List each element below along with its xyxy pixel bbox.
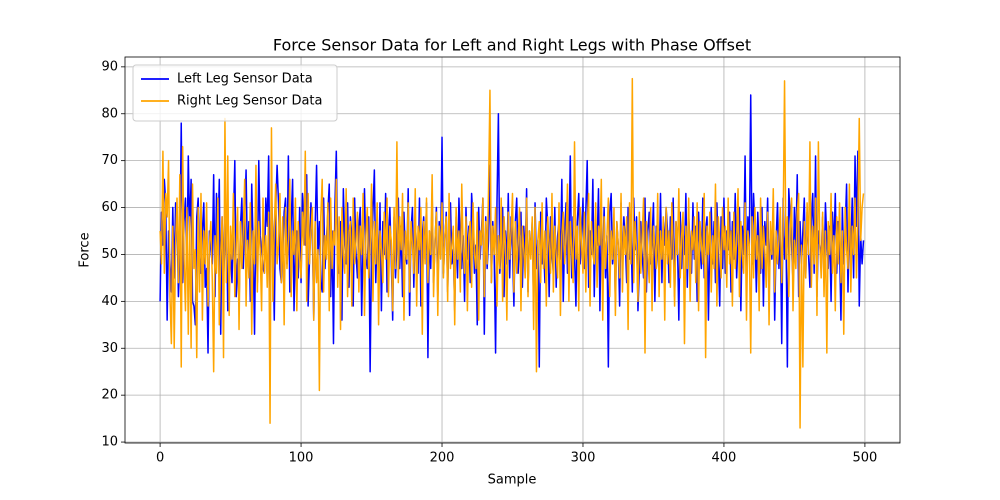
legend-label: Right Leg Sensor Data [177,94,323,109]
x-tick-label: 400 [712,451,737,466]
chart-title: Force Sensor Data for Left and Right Leg… [273,36,751,55]
legend-label: Left Leg Sensor Data [177,72,313,87]
y-tick-label: 70 [101,153,118,168]
series-line [159,94,865,373]
x-tick-label: 200 [430,451,455,466]
y-tick-label: 60 [101,200,118,215]
y-axis-label: Force [78,232,93,267]
legend-box [132,64,338,122]
y-tick-label: 30 [101,341,118,356]
series-line [159,77,865,429]
legend: Left Leg Sensor Data Right Leg Sensor Dat… [132,64,338,122]
y-tick-label: 40 [101,294,118,309]
y-tick-label: 20 [101,388,118,403]
y-tick-label: 10 [101,435,118,450]
x-tick-label: 0 [156,451,164,466]
x-tick-label: 300 [571,451,596,466]
plot-frame [124,56,901,444]
x-tick-label: 500 [852,451,877,466]
y-tick-label: 50 [101,247,118,262]
y-tick-label: 80 [101,106,118,121]
x-tick-label: 100 [289,451,314,466]
x-axis-label: Sample [488,473,537,488]
y-tick-label: 90 [101,59,118,74]
